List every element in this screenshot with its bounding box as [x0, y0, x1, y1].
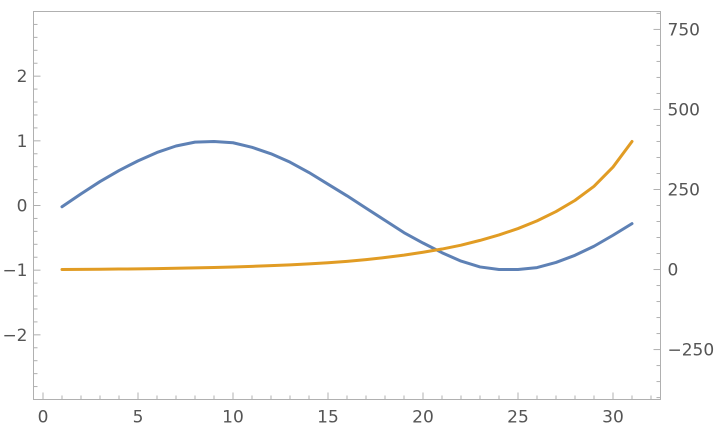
- x-tick-label: 25: [507, 408, 529, 428]
- y2-tick-label: 0: [668, 261, 679, 281]
- y2-tick-label: −250: [668, 341, 715, 361]
- series-line-1: [60, 139, 634, 272]
- right-y-axis-tick-labels: −250 0 250 500 750: [668, 20, 715, 360]
- series-lines: [60, 139, 634, 272]
- x-tick-label: 10: [222, 408, 244, 428]
- y2-tick-label: 750: [668, 20, 700, 40]
- y-tick-label: −1: [2, 261, 27, 281]
- y-tick-label: 1: [17, 132, 28, 152]
- y2-tick-label: 500: [668, 100, 700, 120]
- y-tick-label: 0: [17, 197, 28, 217]
- x-tick-label: 30: [602, 408, 624, 428]
- x-tick-label: 15: [317, 408, 339, 428]
- axis-ticks: [33, 12, 661, 400]
- series-line-2: [60, 139, 634, 272]
- y-tick-label: −2: [2, 326, 27, 346]
- y2-tick-label: 250: [668, 180, 700, 200]
- x-tick-label: 5: [133, 408, 144, 428]
- x-tick-label: 20: [412, 408, 434, 428]
- left-y-axis-tick-labels: −2 −1 0 1 2: [2, 67, 27, 346]
- x-axis-tick-labels: 0 5 10 15 20 25 30: [38, 408, 624, 428]
- y-tick-label: 2: [17, 67, 28, 87]
- x-tick-label: 0: [38, 408, 49, 428]
